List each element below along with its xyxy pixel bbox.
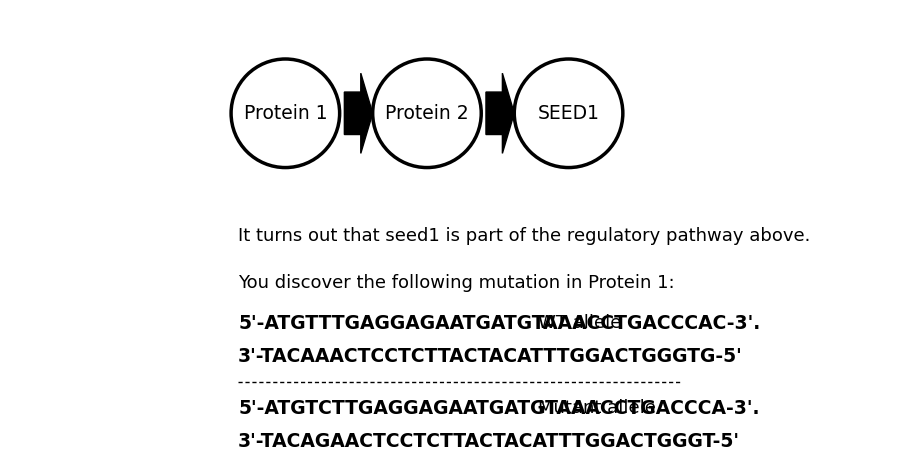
Text: 3'-TACAGAACTCCTCTTACTACATTTGGACTGGGT-5': 3'-TACAGAACTCCTCTTACTACATTTGGACTGGGT-5' (238, 432, 740, 451)
FancyArrow shape (485, 73, 514, 153)
Ellipse shape (231, 59, 339, 168)
Text: 5'-ATGTCTTGAGGAGAATGATGTAAACCTGACCCA-3'.: 5'-ATGTCTTGAGGAGAATGATGTAAACCTGACCCA-3'. (238, 399, 759, 418)
Ellipse shape (372, 59, 481, 168)
Text: 3'-TACAAACTCCTCTTACTACATTTGGACTGGGTG-5': 3'-TACAAACTCCTCTTACTACATTTGGACTGGGTG-5' (238, 347, 743, 366)
Text: It turns out that seed1 is part of the regulatory pathway above.: It turns out that seed1 is part of the r… (238, 227, 810, 245)
Text: WT allele: WT allele (538, 314, 620, 332)
Ellipse shape (514, 59, 622, 168)
Text: Protein 2: Protein 2 (385, 104, 469, 123)
FancyArrow shape (344, 73, 372, 153)
Text: You discover the following mutation in Protein 1:: You discover the following mutation in P… (238, 274, 674, 292)
Text: 5'-ATGTTTGAGGAGAATGATGTAAACCTGACCCAC-3'.: 5'-ATGTTTGAGGAGAATGATGTAAACCTGACCCAC-3'. (238, 314, 760, 333)
Text: Mutant allele: Mutant allele (538, 399, 655, 417)
Text: Protein 1: Protein 1 (244, 104, 327, 123)
Text: SEED1: SEED1 (537, 104, 599, 123)
